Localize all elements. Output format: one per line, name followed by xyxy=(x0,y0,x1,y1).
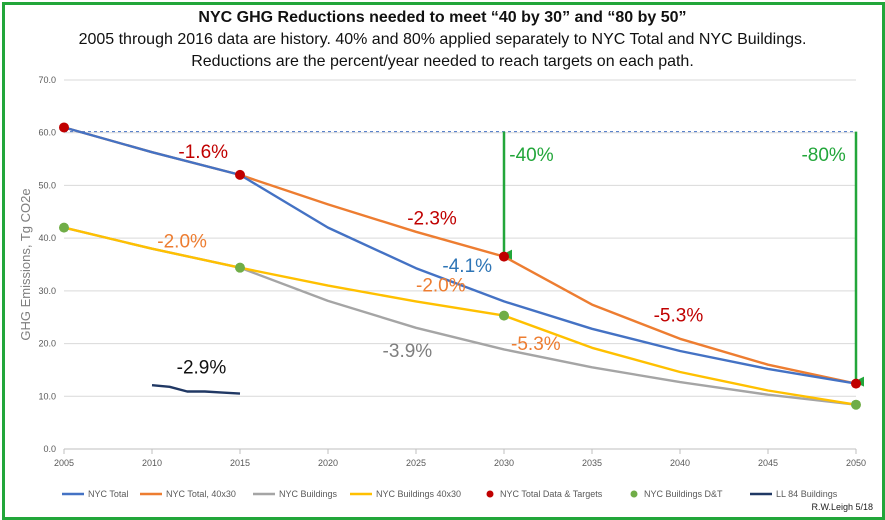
marker-nyc-buildings-d-t xyxy=(59,222,69,233)
chart-title: NYC GHG Reductions needed to meet “40 by… xyxy=(198,9,687,26)
y-tick-label: 60.0 xyxy=(38,128,56,138)
series-line-nyc-total xyxy=(63,126,857,385)
marker-nyc-total-data-targets xyxy=(851,378,861,389)
chart-subtitle-line-2: Reductions are the percent/year needed t… xyxy=(191,53,694,70)
marker-nyc-buildings-d-t xyxy=(235,262,245,273)
y-axis-label: GHG Emissions, Tg CO2e xyxy=(18,188,33,340)
y-tick-label: 10.0 xyxy=(38,391,56,401)
legend-swatch xyxy=(486,490,494,498)
rate-annotation: -5.3% xyxy=(511,334,561,355)
y-tick-label: 50.0 xyxy=(38,180,56,190)
rate-annotation: -80% xyxy=(801,145,845,166)
x-tick-label: 2035 xyxy=(582,458,602,468)
marker-nyc-total-data-targets xyxy=(235,169,245,180)
marker-nyc-buildings-d-t xyxy=(851,399,861,410)
marker-nyc-total-data-targets xyxy=(59,122,69,133)
legend-label: NYC Total Data & Targets xyxy=(500,489,603,499)
rate-annotation: -2.0% xyxy=(157,232,207,253)
legend-label: NYC Buildings xyxy=(279,489,338,499)
rate-annotation: -40% xyxy=(509,145,553,166)
x-tick-label: 2010 xyxy=(142,458,162,468)
legend-label: NYC Total, 40x30 xyxy=(166,489,236,499)
rate-annotation: -2.3% xyxy=(407,208,457,229)
rate-annotation: -4.1% xyxy=(442,256,492,277)
y-tick-label: 0.0 xyxy=(43,444,56,454)
legend-label: NYC Buildings 40x30 xyxy=(376,489,461,499)
legend-label: NYC Buildings D&T xyxy=(644,489,723,499)
y-tick-label: 20.0 xyxy=(38,339,56,349)
y-tick-label: 70.0 xyxy=(38,75,56,85)
legend-label: LL 84 Buildings xyxy=(776,489,838,499)
x-tick-label: 2025 xyxy=(406,458,426,468)
rate-annotation: -1.6% xyxy=(178,142,228,163)
rate-annotation: -5.3% xyxy=(654,305,704,326)
x-tick-label: 2040 xyxy=(670,458,690,468)
x-tick-label: 2015 xyxy=(230,458,250,468)
rate-annotation: -3.9% xyxy=(383,341,433,362)
x-tick-label: 2050 xyxy=(846,458,866,468)
author-signature: R.W.Leigh 5/18 xyxy=(811,502,873,512)
marker-nyc-buildings-d-t xyxy=(499,310,509,321)
rate-annotation: -2.9% xyxy=(177,358,227,379)
legend-swatch xyxy=(630,490,638,498)
rate-annotation: -2.0% xyxy=(416,275,466,296)
legend-label: NYC Total xyxy=(88,489,128,499)
marker-nyc-total-data-targets xyxy=(499,251,509,262)
chart-subtitle-line-1: 2005 through 2016 data are history. 40% … xyxy=(78,31,807,48)
x-tick-label: 2030 xyxy=(494,458,514,468)
series-line-nyc-buildings-40x30 xyxy=(63,226,857,406)
x-tick-label: 2020 xyxy=(318,458,338,468)
y-tick-label: 30.0 xyxy=(38,286,56,296)
x-tick-label: 2005 xyxy=(54,458,74,468)
y-tick-label: 40.0 xyxy=(38,233,56,243)
series-line-ll-84-buildings xyxy=(151,384,241,395)
x-tick-label: 2045 xyxy=(758,458,778,468)
